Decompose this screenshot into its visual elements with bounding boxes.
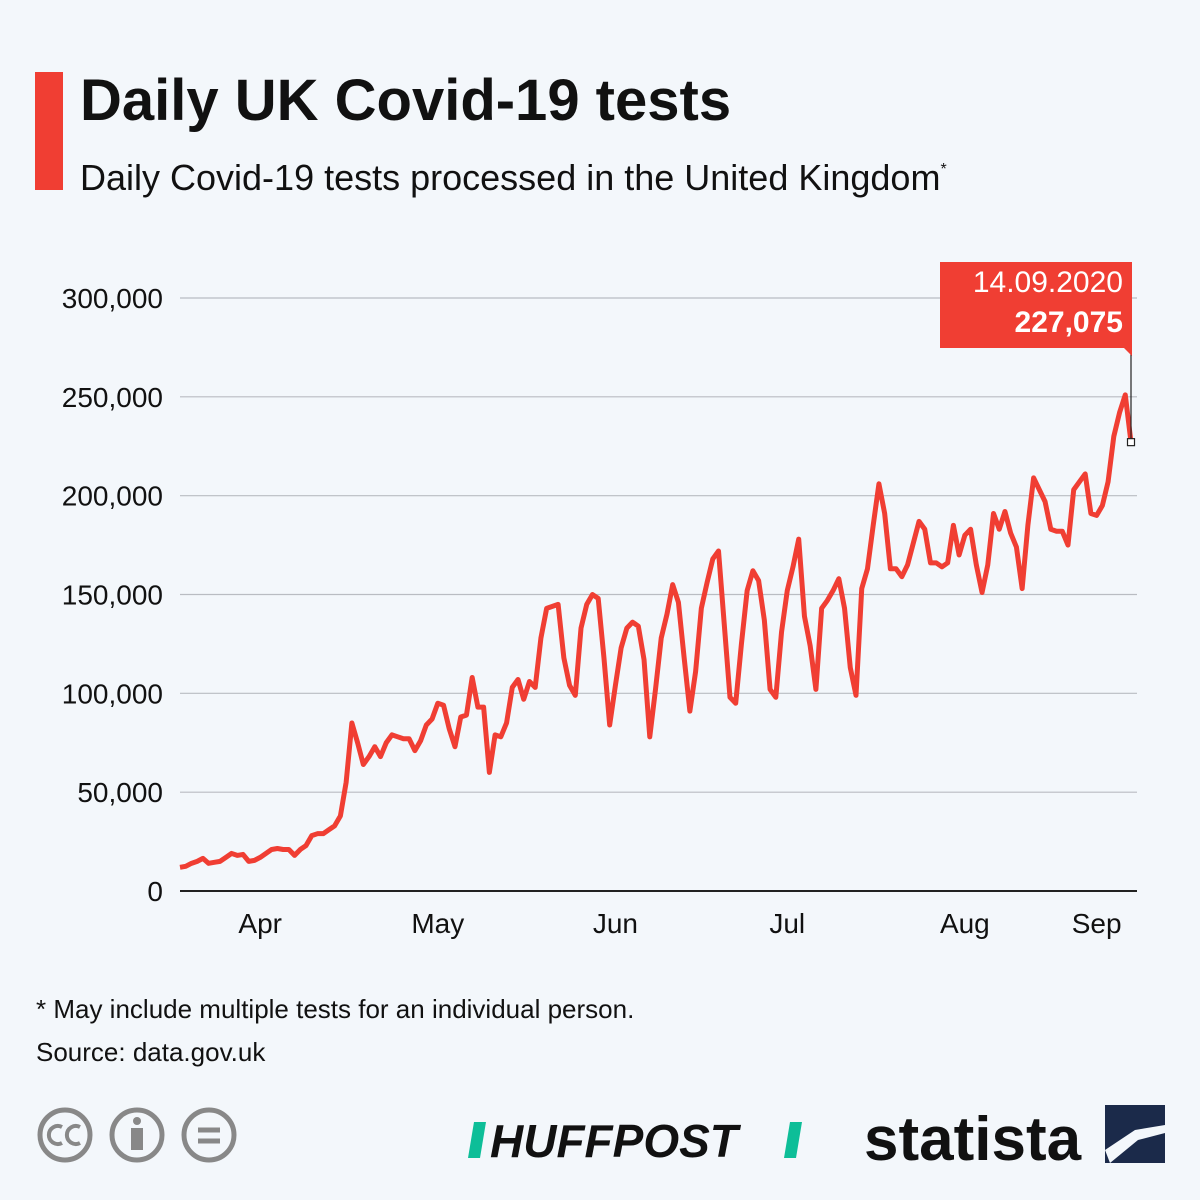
point-marker xyxy=(1126,438,1136,447)
subtitle-mark: * xyxy=(940,161,946,178)
by-head xyxy=(133,1117,141,1125)
y-tick-label: 0 xyxy=(147,876,163,907)
statista-icon xyxy=(1105,1105,1165,1163)
license-icons xyxy=(37,1107,237,1163)
cc-icon xyxy=(37,1107,93,1163)
x-tick-label: Jun xyxy=(593,908,638,939)
statista-logo: statista xyxy=(864,1105,1082,1174)
huffpost-mark xyxy=(468,1122,486,1158)
nd-icon xyxy=(181,1107,237,1163)
subtitle-text: Daily Covid-19 tests processed in the Un… xyxy=(80,157,940,198)
annotation-date: 14.09.2020 xyxy=(973,266,1123,299)
y-tick-label: 50,000 xyxy=(77,777,163,808)
y-tick-label: 100,000 xyxy=(62,678,163,709)
huffpost-mark xyxy=(784,1122,802,1158)
source: Source: data.gov.uk xyxy=(36,1037,266,1067)
annotation-pointer xyxy=(1124,348,1132,356)
x-tick-label: May xyxy=(411,908,464,939)
annotation-box xyxy=(940,262,1132,348)
chart-title: Daily UK Covid-19 tests xyxy=(80,68,731,133)
x-tick-label: Aug xyxy=(940,908,990,939)
x-tick-label: Sep xyxy=(1072,908,1122,939)
by-icon xyxy=(109,1107,165,1163)
y-tick-label: 300,000 xyxy=(62,283,163,314)
data-label: 227,075 xyxy=(1015,306,1123,339)
huffpost-logo: HUFFPOST xyxy=(490,1115,742,1167)
y-tick-label: 250,000 xyxy=(62,382,163,413)
y-tick-label: 200,000 xyxy=(62,481,163,512)
statista-swoosh xyxy=(1105,1125,1165,1163)
x-tick-label: Jul xyxy=(769,908,805,939)
footnote: * May include multiple tests for an indi… xyxy=(36,994,634,1024)
by-body xyxy=(131,1128,143,1150)
title-bar xyxy=(35,72,63,190)
data-line xyxy=(179,392,1134,870)
x-tick-label: Apr xyxy=(238,908,282,939)
plot: 0 50,000 100,000 150,000 200,000 250,000 300,0… xyxy=(62,262,1137,939)
chart-subtitle: Daily Covid-19 tests processed in the Un… xyxy=(80,157,947,198)
cc-glyph xyxy=(46,1124,81,1146)
y-tick-label: 150,000 xyxy=(62,580,163,611)
